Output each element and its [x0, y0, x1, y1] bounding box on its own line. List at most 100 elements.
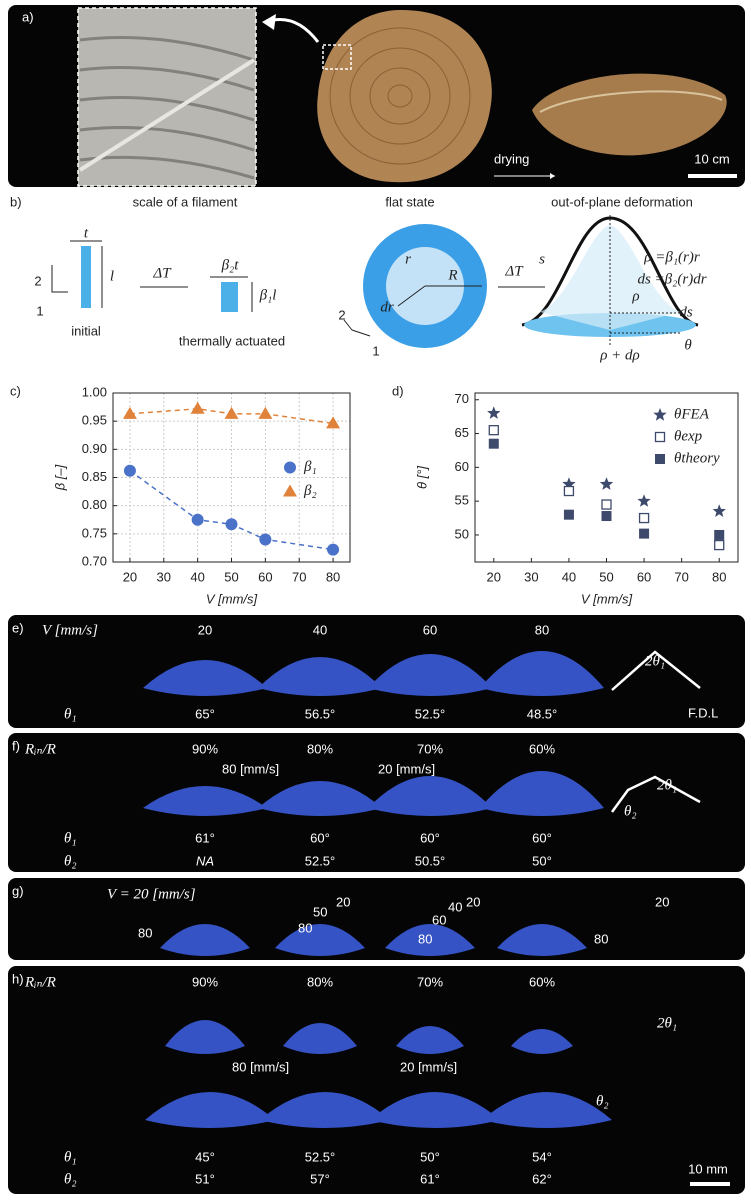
- cell: 52.5°: [305, 1149, 336, 1164]
- dried-slice: [532, 73, 727, 156]
- marker: [258, 406, 273, 419]
- marker: [601, 499, 612, 510]
- cell: 61°: [420, 1171, 440, 1186]
- cell: 65°: [195, 706, 215, 721]
- panel-label: e): [12, 620, 24, 635]
- annotation: 80 [mm/s]: [232, 1059, 289, 1074]
- annotation: 20 [mm/s]: [378, 761, 435, 776]
- legend-marker: [283, 484, 297, 497]
- y-tick-label: 55: [455, 493, 469, 508]
- marker: [191, 513, 204, 526]
- column-label: 90%: [192, 974, 218, 989]
- row-label: θ₁: [64, 706, 77, 722]
- x-tick-label: 20: [487, 569, 501, 584]
- specimen: [368, 654, 492, 696]
- specimen: [145, 1092, 275, 1128]
- symbol: R: [447, 267, 457, 283]
- cell: 48.5°: [527, 706, 558, 721]
- column-label: 60%: [529, 741, 555, 756]
- marker: [487, 406, 501, 419]
- row-label: θ₂: [64, 853, 77, 869]
- column-label: 70%: [417, 974, 443, 989]
- zoom-arrowhead: [262, 14, 276, 30]
- annotation: θ₂: [624, 803, 637, 819]
- row-label: θ₂: [64, 1171, 77, 1187]
- dimension-lines: [51, 240, 253, 312]
- column-label: 40: [313, 622, 327, 637]
- specimen: [385, 924, 475, 956]
- x-tick-label: 60: [637, 569, 651, 584]
- marker: [563, 485, 575, 497]
- x-tick-label: 30: [524, 569, 538, 584]
- x-tick-label: 60: [258, 569, 272, 584]
- zoom-box: [322, 44, 352, 70]
- specimen: [497, 924, 587, 956]
- annotation: 2θ₁: [657, 777, 677, 793]
- annotation: 20: [466, 894, 480, 909]
- wood-rings: [329, 27, 471, 165]
- symbol: ΔT: [504, 263, 524, 279]
- specimen: [143, 660, 267, 696]
- dome-profile: [521, 216, 699, 327]
- panel-bg: [8, 615, 745, 728]
- cell: 54°: [532, 1149, 552, 1164]
- annotation: 20: [655, 894, 669, 909]
- symbol: ds: [679, 304, 693, 320]
- symbol: ρ: [631, 288, 639, 304]
- row-label: θ₁: [64, 1149, 77, 1165]
- filament-actuated: [221, 282, 238, 312]
- annotation: θ₂: [596, 1093, 609, 1109]
- plot-frame: [474, 392, 739, 563]
- annotation: F.D.L: [688, 705, 718, 720]
- filament-initial: [81, 246, 91, 308]
- symbol: β₂t: [221, 257, 240, 273]
- annotation: 20 [mm/s]: [400, 1059, 457, 1074]
- x-tick-label: 80: [712, 569, 726, 584]
- y-tick-label: 60: [455, 459, 469, 474]
- y-tick-label: 0.70: [82, 553, 107, 568]
- specimen: [165, 1020, 245, 1054]
- x-tick-label: 50: [224, 569, 238, 584]
- specimen: [511, 1029, 573, 1054]
- symbol: ρ + dρ: [599, 347, 640, 363]
- column-label: 80%: [307, 974, 333, 989]
- legend-marker: [653, 408, 667, 421]
- caption: drying: [494, 151, 529, 166]
- marker: [639, 528, 650, 539]
- y-tick-label: 65: [455, 425, 469, 440]
- panel-label: c): [10, 383, 21, 398]
- scale-label: 10 cm: [694, 151, 729, 166]
- closeup-frame: [77, 7, 257, 187]
- legend-label: θFEA: [674, 406, 710, 422]
- subtitle: scale of a filament: [133, 194, 238, 209]
- x-tick-label: 70: [292, 569, 306, 584]
- marker: [638, 512, 650, 524]
- cell: 57°: [310, 1171, 330, 1186]
- marker: [326, 416, 341, 429]
- y-axis-label: β [–]: [52, 464, 67, 491]
- annotation: 50: [313, 904, 327, 919]
- x-tick-label: 50: [599, 569, 613, 584]
- symbol: s: [539, 251, 545, 267]
- annotation: 80: [138, 925, 152, 940]
- wood-slice: [317, 9, 492, 183]
- cell: 61°: [195, 830, 215, 845]
- column-label: 90%: [192, 741, 218, 756]
- cell: 52.5°: [415, 706, 446, 721]
- symbol: 1: [372, 343, 379, 358]
- cell: 62°: [532, 1171, 552, 1186]
- symbol: ds =β₂(r)dr: [637, 271, 706, 287]
- legend-marker: [655, 454, 665, 464]
- dome-guides: [609, 215, 680, 345]
- column-label: 70%: [417, 741, 443, 756]
- x-axis-label: V [mm/s]: [581, 591, 633, 606]
- specimen: [480, 771, 604, 816]
- marker: [488, 438, 499, 449]
- cell: 60°: [532, 830, 552, 845]
- panel-label: g): [12, 883, 24, 898]
- cell: 51°: [195, 1171, 215, 1186]
- column-header: Rᵢₙ/R: [24, 741, 56, 757]
- y-tick-label: 50: [455, 526, 469, 541]
- column-label: 60%: [529, 974, 555, 989]
- marker: [601, 511, 612, 522]
